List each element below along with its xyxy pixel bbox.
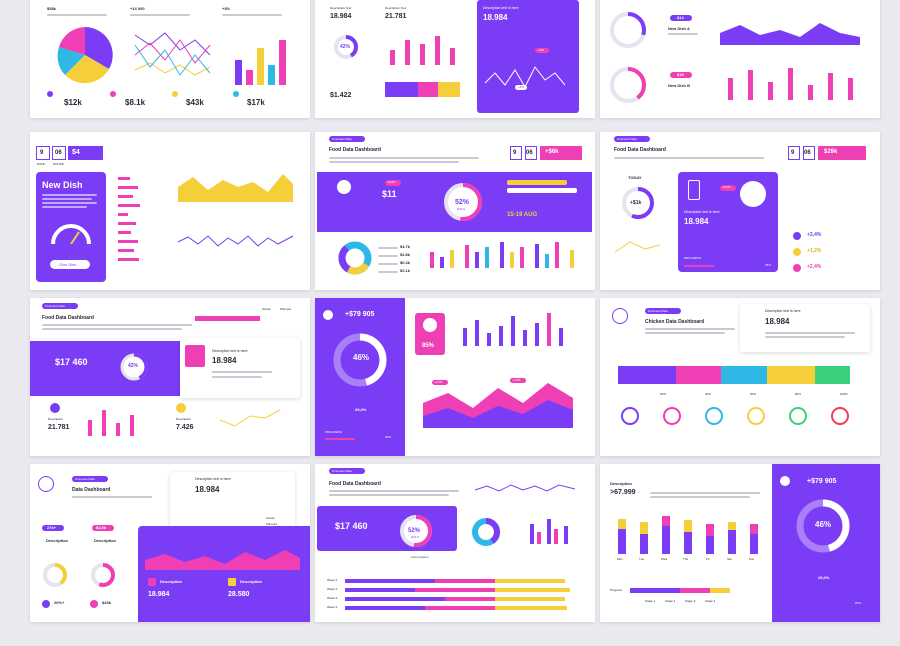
panel xyxy=(477,0,579,113)
slide-1[interactable]: $58k +14 000 +3% $12k $8.1k $43k $17k xyxy=(30,0,310,118)
ring-a xyxy=(610,12,646,48)
big-stat-panel xyxy=(30,341,180,396)
multi-line-chart xyxy=(134,32,211,76)
value-card xyxy=(740,304,870,352)
right-panel xyxy=(772,464,880,622)
value-2: $8.1k xyxy=(125,98,146,107)
value-3: $43k xyxy=(186,98,204,107)
icon-ring-2 xyxy=(663,407,681,425)
today-ring xyxy=(622,187,654,219)
dual-area xyxy=(423,383,573,428)
ring-42 xyxy=(120,353,148,381)
slide-12[interactable]: Description >67.999 Mon Tue Wed Thu Fri … xyxy=(600,464,880,622)
slide-2[interactable]: 18.984 21.781 Description Text Descripti… xyxy=(315,0,595,118)
stat-top-1: $58k xyxy=(47,6,56,11)
donut-chart xyxy=(338,241,372,275)
icon-ring-6 xyxy=(831,407,849,425)
icon-ring-5 xyxy=(789,407,807,425)
gauge-donut xyxy=(400,515,432,547)
small-donut xyxy=(334,35,358,59)
slide-10[interactable]: Overview Data Data Dashboard Description… xyxy=(30,464,310,622)
big-ring xyxy=(796,499,850,553)
fork-knife-icon xyxy=(337,180,351,194)
gauge-donut xyxy=(444,183,482,221)
page-title: Food Data Dashboard xyxy=(329,147,381,153)
value-b: 21.781 xyxy=(385,13,407,20)
value-card xyxy=(170,472,295,534)
left-panel xyxy=(315,298,405,456)
value-4: $17k xyxy=(247,98,265,107)
panel-line-chart xyxy=(484,66,566,89)
icon-ring-1 xyxy=(621,407,639,425)
phone-icon xyxy=(688,180,700,200)
slide-9[interactable]: Overview Data Chicken Data Dashboard Des… xyxy=(600,298,880,456)
top-line xyxy=(474,484,576,492)
slide-4[interactable]: 9 06 $4 DATE HOURS New Dish Give Dish xyxy=(30,132,310,290)
pink-area xyxy=(145,550,300,570)
stacked-bar-1 xyxy=(618,366,676,384)
purple-line xyxy=(177,235,294,247)
slide-11[interactable]: Overview Data Food Data Dashboard $17 46… xyxy=(315,464,595,622)
slide-8[interactable]: +$79 905 46% 29,4% PROGRESS 25% 85% +2,5… xyxy=(315,298,595,456)
ring-left-b xyxy=(91,563,115,587)
ring-left-a xyxy=(43,563,67,587)
bottom-panel xyxy=(138,526,310,622)
slide-3[interactable]: $14 New Dish A $19 New Dish B xyxy=(600,0,880,118)
slide-6[interactable]: Overview Data Food Data Dashboard 9 06 $… xyxy=(600,132,880,290)
value-c: $1.422 xyxy=(330,92,352,99)
slide-5[interactable]: Overview Data Food Data Dashboard 9 06 +… xyxy=(315,132,595,290)
yellow-area xyxy=(178,174,293,202)
icon-ring-3 xyxy=(705,407,723,425)
burger-icon xyxy=(740,181,766,207)
value-1: $12k xyxy=(64,98,82,107)
stat-top-3: +3% xyxy=(222,6,231,11)
price-panel xyxy=(317,506,457,551)
value-a: 18.984 xyxy=(330,13,352,20)
stat-top-2: +14 000 xyxy=(130,6,145,11)
icon-ring-4 xyxy=(747,407,765,425)
pie-chart xyxy=(57,27,113,84)
slide-7[interactable]: Overview Data Food Data Dashboard Actual… xyxy=(30,298,310,456)
change-icon-1 xyxy=(793,232,801,240)
gauge-icon xyxy=(51,224,91,245)
area-chart xyxy=(720,23,860,45)
donut-chart xyxy=(472,518,500,546)
ring-b xyxy=(610,67,646,103)
yellow-line xyxy=(614,241,661,253)
yellow-dots-line xyxy=(219,409,281,427)
big-ring xyxy=(333,333,387,387)
give-dish-button[interactable] xyxy=(50,260,90,269)
